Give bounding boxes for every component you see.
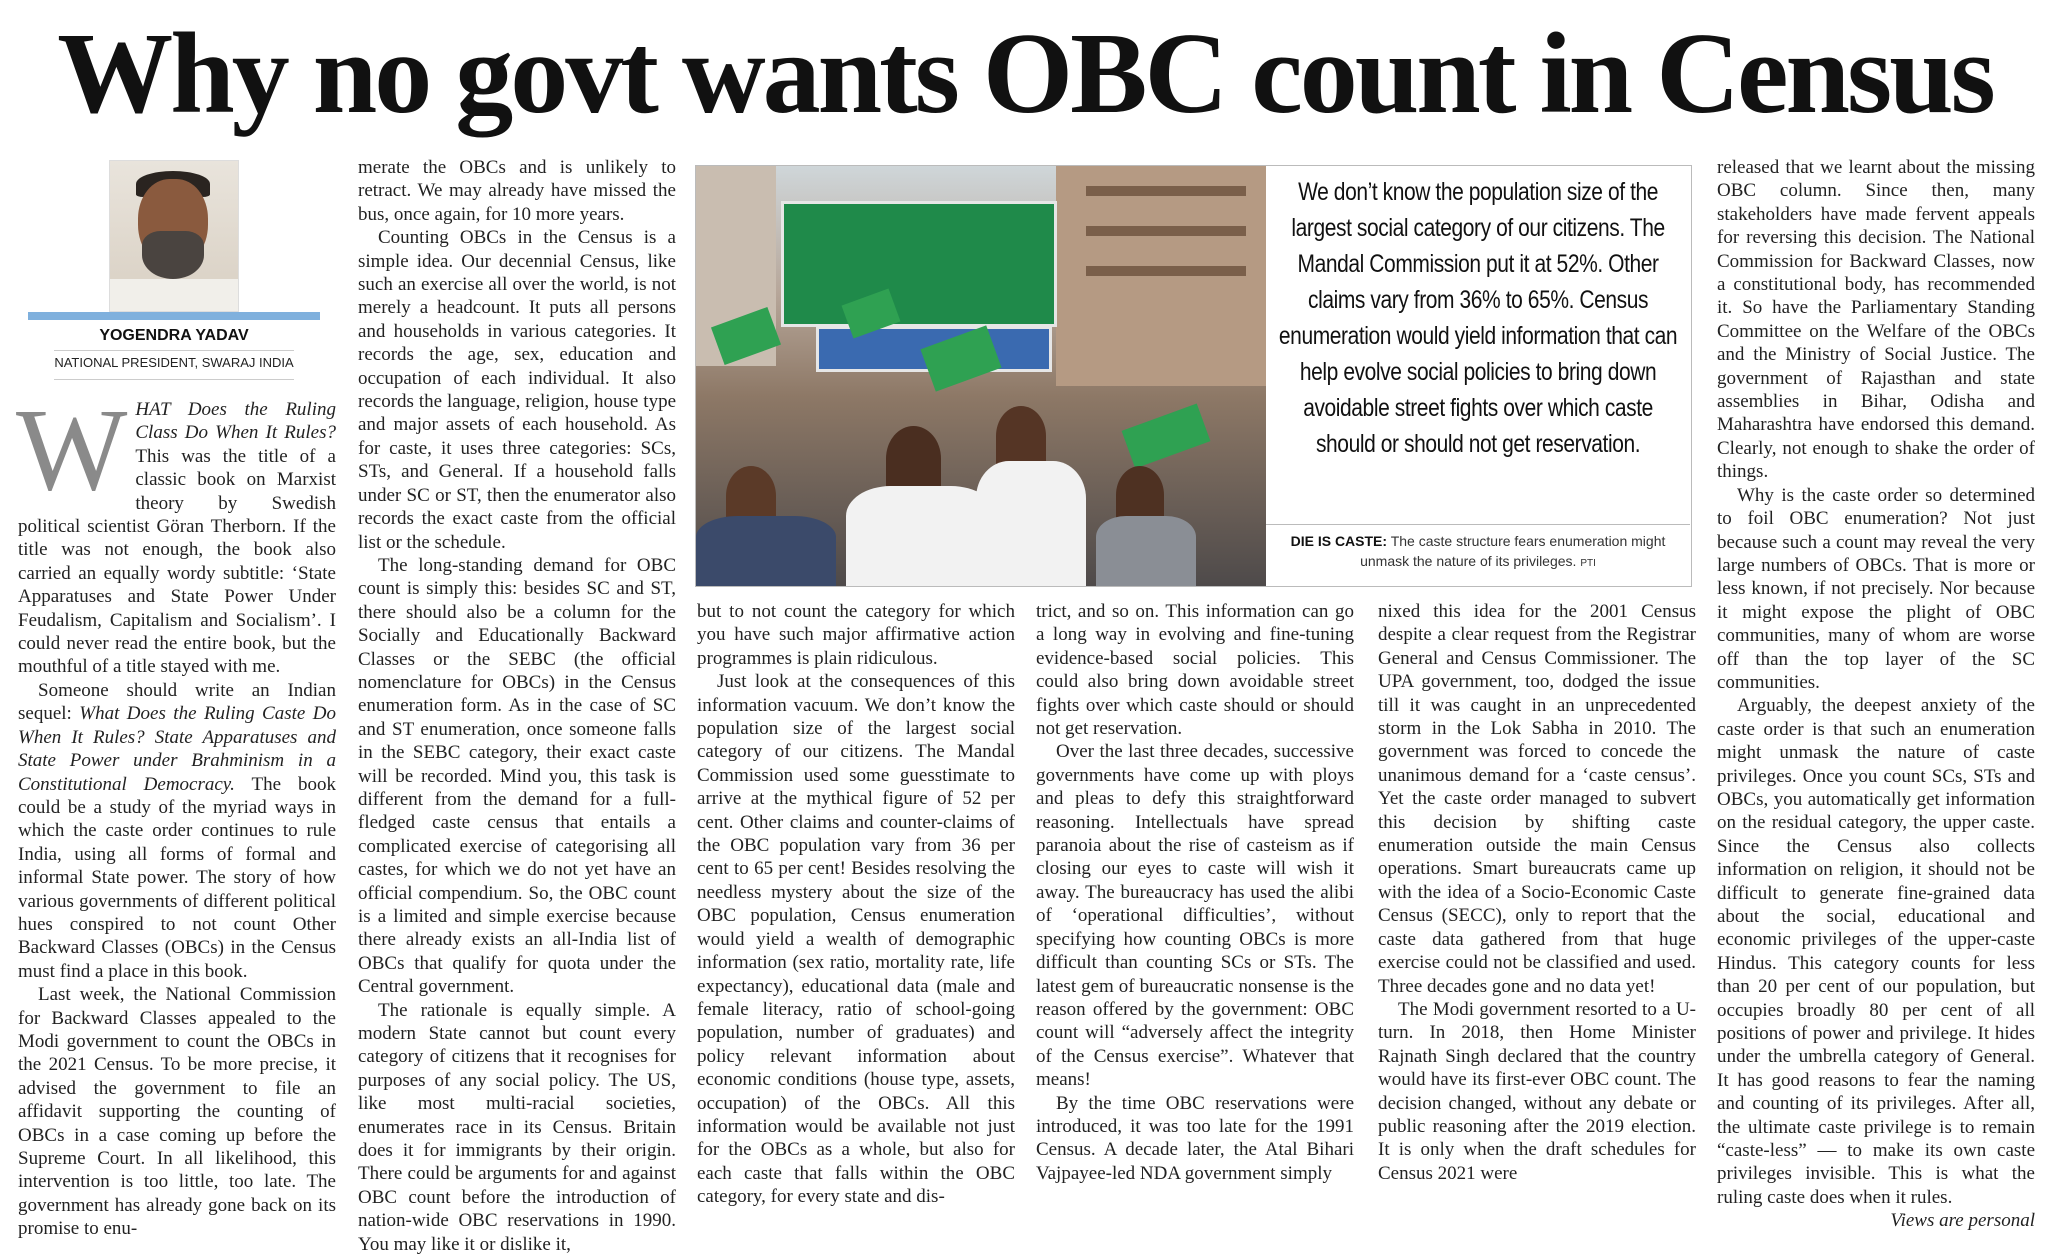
- paragraph: Why is the caste order so determined to …: [1717, 484, 2035, 693]
- paragraph: The Modi government resorted to a U-turn…: [1378, 998, 1696, 1184]
- paragraph: Someone should write an Indian sequel:: [18, 679, 336, 725]
- sequel-title: What Does the Ruling Caste Do When It Ru…: [18, 703, 336, 795]
- paragraph: trict, and so on. This information can g…: [1036, 601, 1354, 740]
- paragraph: Over the last three decades, successive …: [1036, 741, 1354, 1091]
- pull-quote-box: We don’t know the population size of the…: [1271, 174, 1685, 514]
- paragraph: Last week, the National Commission for B…: [18, 984, 336, 1240]
- paragraph: This was the title of a classic book on …: [18, 445, 336, 678]
- disclaimer: Views are personal: [1890, 1210, 2035, 1232]
- paragraph: Just look at the consequences of this in…: [697, 671, 1015, 1208]
- drop-cap: W: [16, 384, 128, 515]
- photo-caption: DIE IS CASTE: The caste structure fears …: [1266, 524, 1690, 574]
- book-title: HAT Does the Ruling Class Do When It Rul…: [135, 399, 336, 444]
- column-3: but to not count the category for which …: [697, 600, 1015, 1209]
- column-5: nixed this idea for the 2001 Census desp…: [1378, 600, 1696, 1185]
- paragraph: released that we learnt about the missin…: [1717, 157, 2035, 483]
- photo-credit: PTI: [1580, 558, 1596, 569]
- author-photo: [109, 160, 239, 312]
- paragraph: nixed this idea for the 2001 Census desp…: [1378, 601, 1696, 997]
- caption-text: The caste structure fears enumeration mi…: [1360, 533, 1666, 569]
- paragraph: merate the OBCs and is unlikely to retra…: [358, 157, 676, 225]
- paragraph: Arguably, the deepest anxiety of the cas…: [1717, 695, 2035, 1208]
- paragraph: The rationale is equally simple. A moder…: [358, 999, 676, 1255]
- headline: Why no govt wants OBC count in Census: [57, 10, 1996, 138]
- paragraph: The book could be a study of the myriad …: [18, 773, 336, 982]
- column-6: released that we learnt about the missin…: [1717, 156, 2035, 1233]
- pull-quote: We don’t know the population size of the…: [1278, 178, 1678, 458]
- caption-label: DIE IS CASTE:: [1290, 533, 1388, 549]
- author-name: YOGENDRA YADAV: [99, 327, 249, 344]
- author-title: NATIONAL PRESIDENT, SWARAJ INDIA: [54, 355, 294, 370]
- paragraph: By the time OBC reservations were introd…: [1036, 1092, 1354, 1184]
- column-2: merate the OBCs and is unlikely to retra…: [358, 156, 676, 1256]
- byline: YOGENDRA YADAV NATIONAL PRESIDENT, SWARA…: [28, 160, 320, 392]
- column-4: trict, and so on. This information can g…: [1036, 600, 1354, 1185]
- byline-divider: [28, 312, 320, 320]
- paragraph: The long-standing demand for OBC count i…: [358, 554, 676, 998]
- rally-photo: [696, 166, 1266, 586]
- column-1: W HAT Does the Ruling Class Do When It Ru…: [16, 384, 336, 1241]
- paragraph: but to not count the category for which …: [697, 601, 1015, 669]
- paragraph: Counting OBCs in the Census is a simple …: [358, 227, 676, 553]
- photo-figure: We don’t know the population size of the…: [695, 165, 1692, 587]
